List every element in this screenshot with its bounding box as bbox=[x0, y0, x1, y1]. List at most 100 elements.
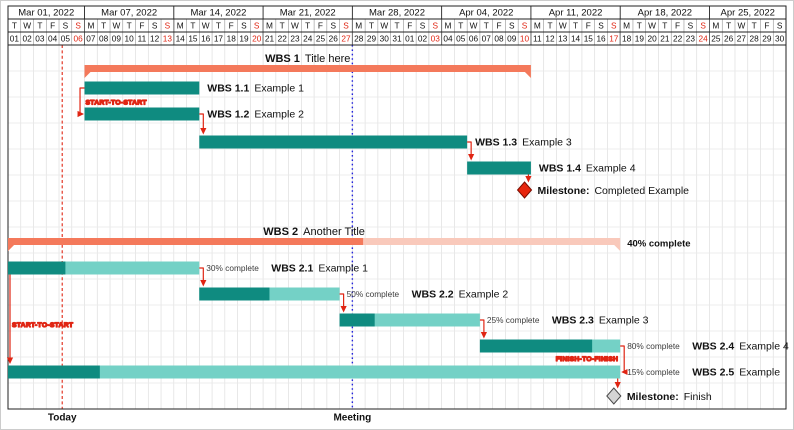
day-number: 07 bbox=[86, 34, 96, 44]
day-letter: W bbox=[648, 21, 656, 31]
day-number: 20 bbox=[252, 34, 262, 44]
day-number: 18 bbox=[622, 34, 632, 44]
day-number: 15 bbox=[188, 34, 198, 44]
day-number: 09 bbox=[112, 34, 122, 44]
day-letter: T bbox=[101, 21, 106, 31]
day-number: 11 bbox=[138, 34, 147, 44]
day-letter: T bbox=[394, 21, 399, 31]
day-letter: S bbox=[598, 21, 604, 31]
day-letter: T bbox=[752, 21, 757, 31]
day-letter: F bbox=[139, 21, 144, 31]
day-number: 19 bbox=[239, 34, 249, 44]
link-2.4-2.5 bbox=[620, 345, 628, 376]
day-number: 08 bbox=[99, 34, 109, 44]
task-bar-remaining bbox=[8, 365, 621, 379]
day-number: 08 bbox=[494, 34, 504, 44]
week-label: Apr 11, 2022 bbox=[549, 8, 603, 19]
day-number: 13 bbox=[558, 34, 568, 44]
task-progress-label: 50% complete bbox=[347, 289, 400, 299]
day-number: 06 bbox=[74, 34, 84, 44]
group-bar bbox=[84, 65, 531, 78]
day-number: 26 bbox=[724, 34, 734, 44]
day-number: 01 bbox=[10, 34, 20, 44]
chart-border bbox=[7, 5, 787, 410]
day-letter: S bbox=[420, 21, 426, 31]
day-letter: W bbox=[559, 21, 567, 31]
task-label: WBS 1.3 Example 3 bbox=[475, 137, 572, 149]
day-letter: T bbox=[458, 21, 463, 31]
task-bar bbox=[467, 161, 531, 175]
day-letter: T bbox=[216, 21, 221, 31]
day-letter: M bbox=[623, 21, 630, 31]
task-wbs-2-3: 25% complete WBS 2.3 Example 3 bbox=[339, 313, 649, 327]
group-progress-label: 40% complete bbox=[627, 239, 690, 250]
milestone-label: Milestone: Completed Example bbox=[538, 185, 690, 197]
day-letter: F bbox=[764, 21, 769, 31]
week-label: Apr 18, 2022 bbox=[638, 8, 692, 19]
day-number: 29 bbox=[367, 34, 377, 44]
task-label: WBS 2.2 Example 2 bbox=[412, 289, 509, 301]
day-letter: T bbox=[12, 21, 17, 31]
day-number: 03 bbox=[35, 34, 45, 44]
day-number: 04 bbox=[48, 34, 58, 44]
day-number: 02 bbox=[418, 34, 428, 44]
task-label: WBS 2.3 Example 3 bbox=[552, 315, 649, 327]
day-letter: S bbox=[343, 21, 349, 31]
link-2.2-2.3 bbox=[339, 293, 347, 313]
day-letter: M bbox=[355, 21, 362, 31]
task-wbs-1-3: WBS 1.3 Example 3 bbox=[199, 135, 572, 149]
day-letter: W bbox=[380, 21, 388, 31]
task-bar-complete bbox=[479, 339, 593, 353]
day-number: 06 bbox=[469, 34, 479, 44]
day-letter: S bbox=[330, 21, 336, 31]
day-letter: T bbox=[369, 21, 374, 31]
day-number: 30 bbox=[380, 34, 390, 44]
task-wbs-2-4: 80% complete WBS 2.4 Example 4 bbox=[479, 339, 789, 353]
day-letter: T bbox=[637, 21, 642, 31]
day-letter: S bbox=[688, 21, 694, 31]
day-number: 27 bbox=[737, 34, 747, 44]
day-number: 21 bbox=[660, 34, 670, 44]
day-number: 16 bbox=[596, 34, 606, 44]
milestone-diamond bbox=[516, 181, 533, 199]
day-letter: S bbox=[165, 21, 171, 31]
week-label: Apr 04, 2022 bbox=[459, 8, 513, 19]
day-number: 05 bbox=[61, 34, 71, 44]
task-label: WBS 2.4 Example 4 bbox=[692, 341, 789, 353]
task-label: WBS 1.2 Example 2 bbox=[207, 109, 304, 121]
day-letter: M bbox=[177, 21, 184, 31]
day-number: 28 bbox=[749, 34, 759, 44]
day-number: 18 bbox=[227, 34, 237, 44]
day-letter: W bbox=[23, 21, 31, 31]
day-letter: S bbox=[152, 21, 158, 31]
day-number: 10 bbox=[520, 34, 530, 44]
week-label: Mar 01, 2022 bbox=[18, 8, 74, 19]
day-letter: T bbox=[305, 21, 310, 31]
milestone-m1: Milestone: Completed Example bbox=[516, 181, 690, 199]
day-letter: S bbox=[777, 21, 783, 31]
group-title: WBS 2 Another Title bbox=[263, 226, 365, 238]
day-letter: W bbox=[470, 21, 478, 31]
task-progress-label: 25% complete bbox=[487, 315, 540, 325]
day-number: 17 bbox=[609, 34, 619, 44]
day-letter: F bbox=[229, 21, 234, 31]
day-letter: M bbox=[445, 21, 452, 31]
task-wbs-2-5: 15% complete WBS 2.5 Example bbox=[8, 365, 780, 379]
link-1.2-1.3 bbox=[199, 113, 207, 135]
day-number: 28 bbox=[354, 34, 364, 44]
day-letter: T bbox=[573, 21, 578, 31]
task-bar bbox=[199, 135, 468, 149]
task-wbs-1-2: WBS 1.2 Example 2 bbox=[84, 107, 304, 121]
task-bar bbox=[84, 81, 200, 95]
day-number: 23 bbox=[686, 34, 696, 44]
day-number: 29 bbox=[762, 34, 772, 44]
task-bar-complete bbox=[199, 287, 270, 301]
task-wbs-1-4: WBS 1.4 Example 4 bbox=[467, 161, 636, 175]
link-2.3-2.4 bbox=[479, 319, 488, 339]
task-progress-label: 15% complete bbox=[627, 367, 680, 377]
day-number: 16 bbox=[201, 34, 211, 44]
day-number: 19 bbox=[635, 34, 645, 44]
day-number: 15 bbox=[584, 34, 594, 44]
